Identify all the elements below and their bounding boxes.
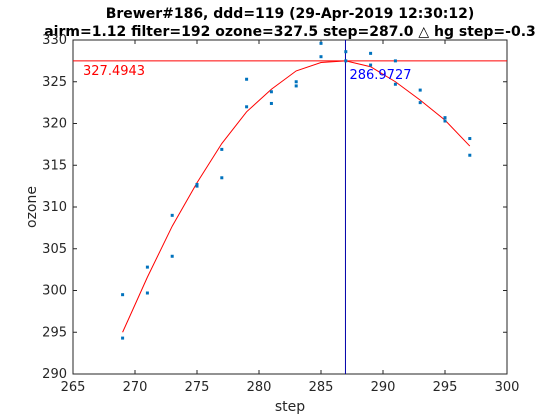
y-tick-label: 295 (42, 325, 67, 340)
x-tick-label: 285 (309, 380, 334, 395)
data-point (443, 119, 447, 123)
data-point (344, 50, 348, 54)
x-tick-label: 270 (123, 380, 148, 395)
y-tick-label: 310 (42, 200, 67, 215)
data-point (344, 59, 348, 63)
y-axis-ticks: 290 295 300 305 310 315 320 325 330 (42, 33, 507, 382)
y-axis-label: ozone (24, 186, 40, 228)
data-point (220, 147, 224, 151)
x-axis-label: step (275, 399, 305, 415)
data-point (269, 101, 273, 105)
data-point (220, 176, 224, 180)
data-point (121, 336, 125, 340)
max-ozone-label: 327.4943 (83, 64, 145, 79)
y-tick-label: 300 (42, 284, 67, 299)
data-point (121, 293, 125, 297)
data-point (468, 137, 472, 141)
x-tick-label: 265 (61, 380, 86, 395)
y-tick-label: 320 (42, 117, 67, 132)
max-step-label: 286.9727 (349, 68, 411, 83)
data-point (245, 77, 249, 81)
data-point (294, 80, 298, 84)
data-point (170, 254, 174, 258)
x-tick-label: 290 (371, 380, 396, 395)
y-tick-label: 290 (42, 367, 67, 382)
y-tick-label: 315 (42, 158, 67, 173)
x-tick-label: 300 (495, 380, 520, 395)
chart-title-line1: Brewer#186, ddd=119 (29-Apr-2019 12:30:1… (106, 6, 475, 22)
data-point (245, 105, 249, 109)
y-tick-label: 305 (42, 242, 67, 257)
data-points (121, 41, 472, 340)
plot-area (72, 39, 508, 375)
data-point (369, 51, 373, 55)
data-point (195, 184, 199, 188)
fit-curve (122, 60, 471, 333)
x-tick-label: 280 (247, 380, 272, 395)
data-point (170, 213, 174, 217)
data-point (195, 182, 199, 186)
data-point (319, 55, 323, 59)
data-point (393, 59, 397, 63)
chart-title-line2: airm=1.12 filter=192 ozone=327.5 step=28… (44, 24, 536, 40)
y-tick-label: 325 (42, 75, 67, 90)
data-point (145, 291, 149, 295)
data-point (294, 84, 298, 88)
data-point (418, 101, 422, 105)
data-point (269, 90, 273, 94)
y-tick-label: 330 (42, 33, 67, 48)
data-point (369, 63, 373, 67)
data-point (393, 82, 397, 86)
data-point (443, 116, 447, 120)
data-point (418, 88, 422, 92)
x-tick-label: 275 (185, 380, 210, 395)
x-tick-label: 295 (433, 380, 458, 395)
data-point (468, 153, 472, 157)
data-point (319, 41, 323, 45)
x-axis-ticks: 265 270 275 280 285 290 295 300 (61, 40, 520, 395)
data-point (145, 265, 149, 269)
